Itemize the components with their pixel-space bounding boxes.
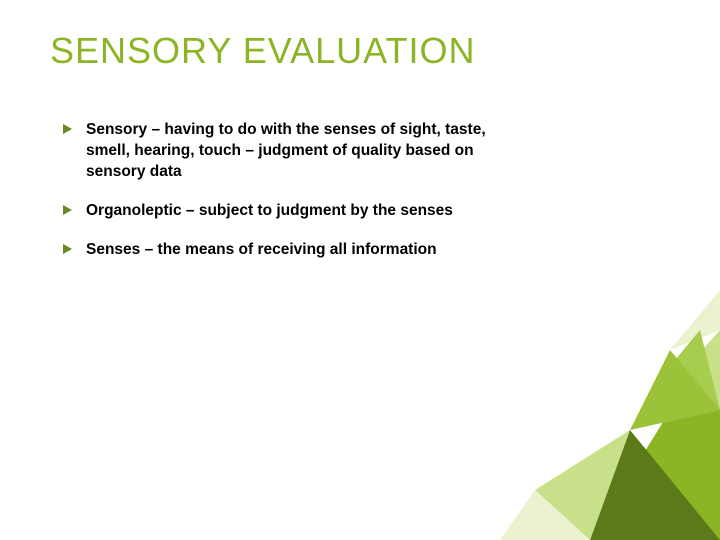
list-item: Organoleptic – subject to judgment by th… [62, 201, 532, 222]
list-item: Senses – the means of receiving all info… [62, 240, 532, 261]
bullet-list: Sensory – having to do with the senses o… [50, 120, 670, 261]
term: Sensory [86, 121, 147, 138]
slide: SENSORY EVALUATION Sensory – having to d… [0, 0, 720, 540]
bullet-arrow-icon [62, 243, 74, 255]
definition: – subject to judgment by the senses [182, 202, 453, 219]
term: Organoleptic [86, 202, 182, 219]
corner-decoration [440, 240, 720, 540]
page-title: SENSORY EVALUATION [50, 30, 670, 72]
definition: – the means of receiving all information [140, 241, 436, 258]
bullet-arrow-icon [62, 204, 74, 216]
term: Senses [86, 241, 140, 258]
bullet-arrow-icon [62, 123, 74, 135]
list-item: Sensory – having to do with the senses o… [62, 120, 532, 183]
